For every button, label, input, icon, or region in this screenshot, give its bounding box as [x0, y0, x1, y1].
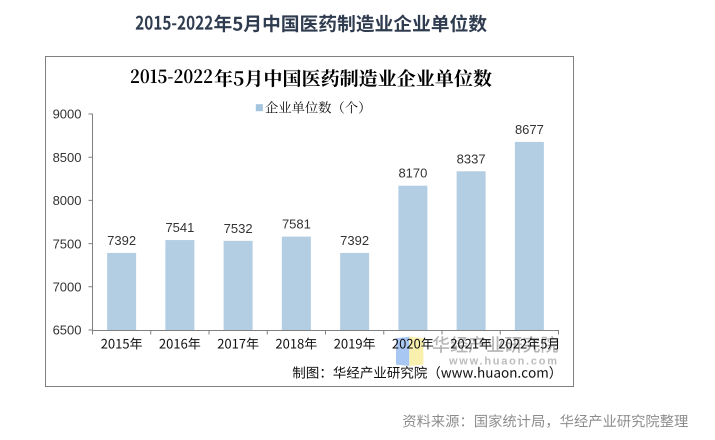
svg-text:8000: 8000 [53, 193, 82, 208]
svg-text:7500: 7500 [53, 236, 82, 251]
svg-text:8677: 8677 [515, 122, 544, 137]
svg-text:7392: 7392 [107, 233, 136, 248]
svg-text:7392: 7392 [340, 233, 369, 248]
svg-text:7581: 7581 [282, 217, 311, 232]
svg-text:7541: 7541 [165, 220, 194, 235]
svg-text:6500: 6500 [53, 323, 82, 338]
svg-text:7532: 7532 [224, 221, 253, 236]
svg-text:www.huaon.com: www.huaon.com [448, 356, 559, 368]
svg-text:9000: 9000 [53, 107, 82, 122]
svg-text:8500: 8500 [53, 150, 82, 165]
svg-text:8170: 8170 [398, 166, 427, 181]
svg-text:8337: 8337 [457, 151, 486, 166]
svg-text:7000: 7000 [53, 280, 82, 295]
